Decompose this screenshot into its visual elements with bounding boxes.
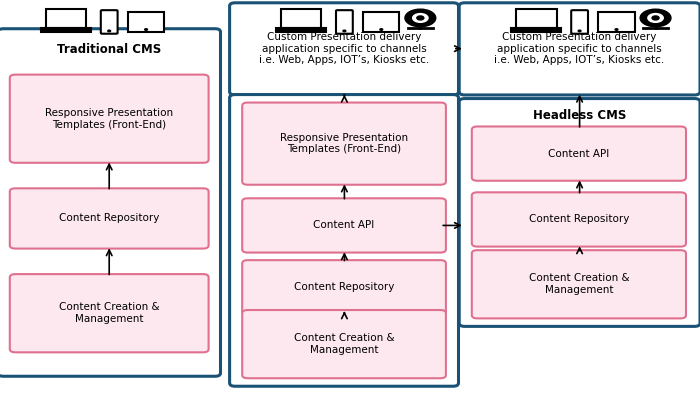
Circle shape bbox=[578, 30, 581, 32]
Circle shape bbox=[648, 14, 664, 22]
FancyBboxPatch shape bbox=[242, 103, 446, 185]
Text: Responsive Presentation
Templates (Front-End): Responsive Presentation Templates (Front… bbox=[280, 133, 408, 154]
FancyBboxPatch shape bbox=[10, 75, 209, 163]
FancyBboxPatch shape bbox=[242, 198, 446, 253]
Text: Custom Presentation delivery
application specific to channels
i.e. Web, Apps, IO: Custom Presentation delivery application… bbox=[494, 32, 665, 65]
Circle shape bbox=[413, 14, 428, 22]
FancyBboxPatch shape bbox=[230, 3, 458, 95]
FancyBboxPatch shape bbox=[0, 29, 220, 376]
FancyBboxPatch shape bbox=[459, 99, 700, 326]
Circle shape bbox=[652, 16, 659, 20]
FancyBboxPatch shape bbox=[516, 9, 556, 28]
Circle shape bbox=[380, 29, 383, 30]
Text: Content API: Content API bbox=[314, 220, 375, 231]
Text: Content Creation &
Management: Content Creation & Management bbox=[59, 302, 160, 324]
FancyBboxPatch shape bbox=[363, 12, 400, 32]
Circle shape bbox=[108, 30, 111, 32]
Text: Headless CMS: Headless CMS bbox=[533, 109, 626, 122]
Text: Traditional CMS: Traditional CMS bbox=[57, 43, 161, 56]
FancyBboxPatch shape bbox=[511, 28, 561, 32]
Text: Decoupled CMS: Decoupled CMS bbox=[293, 107, 396, 120]
FancyBboxPatch shape bbox=[571, 10, 588, 34]
Text: Content Creation &
Management: Content Creation & Management bbox=[294, 333, 394, 355]
FancyBboxPatch shape bbox=[128, 12, 164, 32]
FancyBboxPatch shape bbox=[598, 12, 635, 32]
Circle shape bbox=[640, 9, 671, 27]
Circle shape bbox=[416, 16, 424, 20]
FancyBboxPatch shape bbox=[101, 10, 118, 34]
Text: Content Repository: Content Repository bbox=[528, 214, 629, 225]
FancyBboxPatch shape bbox=[242, 310, 446, 378]
FancyBboxPatch shape bbox=[10, 188, 209, 249]
Circle shape bbox=[405, 9, 435, 27]
Text: Custom Presentation delivery
application specific to channels
i.e. Web, Apps, IO: Custom Presentation delivery application… bbox=[259, 32, 429, 65]
FancyBboxPatch shape bbox=[472, 192, 686, 247]
FancyBboxPatch shape bbox=[336, 10, 353, 34]
Circle shape bbox=[343, 30, 346, 32]
FancyBboxPatch shape bbox=[459, 3, 700, 95]
FancyBboxPatch shape bbox=[41, 28, 91, 32]
Circle shape bbox=[145, 29, 148, 30]
FancyBboxPatch shape bbox=[472, 250, 686, 318]
Text: Content Repository: Content Repository bbox=[294, 282, 394, 292]
FancyBboxPatch shape bbox=[276, 28, 326, 32]
Circle shape bbox=[615, 29, 618, 30]
Text: Content Repository: Content Repository bbox=[59, 213, 160, 223]
FancyBboxPatch shape bbox=[281, 9, 321, 28]
FancyBboxPatch shape bbox=[230, 95, 458, 386]
FancyBboxPatch shape bbox=[46, 9, 86, 28]
Text: Content Creation &
Management: Content Creation & Management bbox=[528, 273, 629, 295]
FancyBboxPatch shape bbox=[242, 260, 446, 314]
Text: Content API: Content API bbox=[548, 148, 610, 159]
FancyBboxPatch shape bbox=[472, 126, 686, 181]
Text: Responsive Presentation
Templates (Front-End): Responsive Presentation Templates (Front… bbox=[45, 108, 174, 130]
FancyBboxPatch shape bbox=[10, 274, 209, 352]
